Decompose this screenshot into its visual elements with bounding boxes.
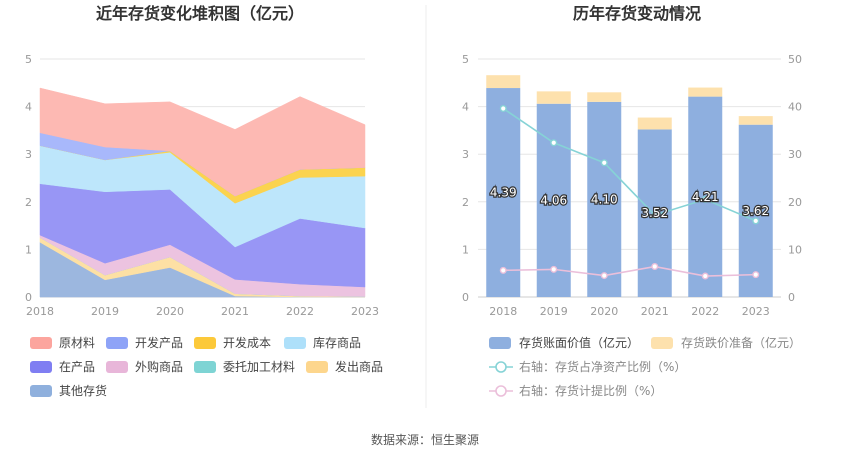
left-x-tick-label: 2020 — [156, 305, 184, 318]
right-bar-labels: 4.39 4.06 4.10 3.52 4.21 3.62 — [489, 184, 771, 221]
legend-swatch-开发产品 — [106, 337, 128, 349]
legend-label-在产品: 在产品 — [59, 360, 95, 374]
line-point-右轴存货计提比例 — [701, 272, 709, 280]
right-gridlines — [478, 58, 781, 298]
line-point-右轴存货占净资产比例 — [701, 195, 709, 203]
legend-marker-右轴存货占净资产比例 — [495, 361, 507, 373]
legend-swatch-委托加工材料 — [194, 361, 216, 373]
line-右轴存货占净资产比例 — [502, 107, 757, 222]
right-y2-tick-label: 10 — [788, 243, 802, 256]
left-x-tick-label: 2023 — [351, 305, 379, 318]
legend-label-存货账面价值亿元: 存货账面价值（亿元） — [519, 335, 639, 350]
right-bar-series — [486, 75, 773, 297]
bar-value-label: 4.10 — [591, 192, 618, 206]
legend-swatch-存货账面价值亿元 — [489, 337, 511, 349]
left-x-tick-label: 2022 — [286, 305, 314, 318]
line-point-右轴存货计提比例 — [752, 271, 760, 279]
right-y2-tick-label: 40 — [788, 101, 802, 114]
bar-value-label: 4.39 — [490, 186, 517, 200]
left-x-tick-label: 2021 — [221, 305, 249, 318]
bar-存货跌价准备亿元 — [637, 117, 672, 130]
area-原材料 — [39, 87, 366, 197]
legend-label-其他存货: 其他存货 — [59, 383, 107, 398]
data-source: 数据来源：恒生聚源 — [371, 432, 479, 447]
bar-存货账面价值亿元 — [738, 124, 773, 297]
legend-swatch-在产品 — [30, 361, 52, 373]
legend-swatch-库存商品 — [284, 337, 306, 349]
bar-value-label: 4.21 — [692, 190, 719, 204]
bar-value-label: 3.62 — [742, 204, 769, 218]
bar-存货跌价准备亿元 — [486, 75, 521, 89]
legend-label-库存商品: 库存商品 — [313, 335, 361, 350]
right-y2-tick-label: 20 — [788, 196, 802, 209]
right-x-tick-label: 2018 — [489, 305, 517, 318]
legend-swatch-开发成本 — [194, 337, 216, 349]
right-y-tick-label: 3 — [462, 148, 469, 161]
line-point-右轴存货计提比例 — [499, 266, 507, 274]
bar-存货跌价准备亿元 — [587, 92, 622, 102]
right-x-tick-label: 2023 — [742, 305, 770, 318]
legend-label-右轴存货占净资产比例: 右轴：存货占净资产比例（%） — [519, 359, 686, 374]
left-axis-ticks: 0 1 2 3 4 5 2018 2019 2020 2021 2022 2023 — [25, 53, 379, 318]
line-point-右轴存货计提比例 — [651, 263, 659, 271]
legend-label-委托加工材料: 委托加工材料 — [223, 360, 295, 374]
bar-存货账面价值亿元 — [486, 88, 521, 297]
bar-value-label: 3.52 — [641, 206, 668, 220]
line-point-右轴存货占净资产比例 — [651, 211, 659, 219]
line-point-右轴存货计提比例 — [600, 272, 608, 280]
right-y-tick-label: 0 — [462, 291, 469, 304]
left-y-tick-label: 1 — [25, 243, 32, 256]
bar-存货跌价准备亿元 — [738, 116, 773, 125]
line-point-右轴存货占净资产比例 — [752, 217, 760, 225]
left-x-tick-label: 2018 — [26, 305, 54, 318]
right-x-tick-label: 2020 — [590, 305, 618, 318]
right-y2-tick-label: 30 — [788, 148, 802, 161]
right-chart-title: 历年存货变动情况 — [573, 4, 701, 23]
right-y-tick-label: 1 — [462, 243, 469, 256]
bar-存货跌价准备亿元 — [688, 87, 723, 97]
right-y-tick-label: 4 — [462, 101, 469, 114]
line-point-右轴存货占净资产比例 — [600, 159, 608, 167]
legend-marker-右轴存货计提比例 — [495, 385, 507, 397]
legend-swatch-发出商品 — [306, 361, 328, 373]
line-point-右轴存货计提比例 — [550, 265, 558, 273]
right-line-series — [499, 105, 760, 280]
legend-swatch-原材料 — [30, 337, 52, 349]
legend-label-外购商品: 外购商品 — [135, 359, 183, 374]
left-y-tick-label: 5 — [25, 53, 32, 66]
legend-swatch-其他存货 — [30, 385, 52, 397]
left-x-tick-label: 2019 — [91, 305, 119, 318]
legend-label-右轴存货计提比例: 右轴：存货计提比例（%） — [519, 383, 662, 398]
legend-label-开发产品: 开发产品 — [135, 335, 183, 350]
line-point-右轴存货占净资产比例 — [499, 105, 507, 113]
left-y-tick-label: 3 — [25, 148, 32, 161]
bar-存货跌价准备亿元 — [536, 91, 571, 104]
right-x-tick-label: 2019 — [540, 305, 568, 318]
legend-label-开发成本: 开发成本 — [223, 335, 271, 350]
right-y-tick-label: 2 — [462, 196, 469, 209]
legend-label-发出商品: 发出商品 — [335, 359, 383, 374]
right-y-tick-label: 5 — [462, 53, 469, 66]
legend-label-原材料: 原材料 — [59, 336, 95, 350]
bar-value-label: 4.06 — [540, 193, 567, 207]
legend-label-存货跌价准备亿元: 存货跌价准备（亿元） — [681, 335, 801, 350]
right-y2-tick-label: 50 — [788, 53, 802, 66]
left-y-tick-label: 2 — [25, 196, 32, 209]
right-y2-tick-label: 0 — [788, 291, 795, 304]
right-x-tick-label: 2021 — [641, 305, 669, 318]
left-chart-title: 近年存货变化堆积图（亿元） — [96, 4, 304, 23]
left-y-tick-label: 0 — [25, 291, 32, 304]
line-point-右轴存货占净资产比例 — [550, 139, 558, 147]
right-legend: 存货账面价值（亿元） 存货跌价准备（亿元） 右轴：存货占净资产比例（%） 右轴：存货计… — [489, 335, 801, 398]
left-area-series — [39, 87, 366, 298]
left-y-tick-label: 4 — [25, 101, 32, 114]
bar-存货账面价值亿元 — [587, 101, 622, 297]
line-右轴存货计提比例 — [503, 265, 756, 277]
legend-swatch-外购商品 — [106, 361, 128, 373]
right-x-tick-label: 2022 — [691, 305, 719, 318]
legend-swatch-存货跌价准备亿元 — [651, 337, 673, 349]
